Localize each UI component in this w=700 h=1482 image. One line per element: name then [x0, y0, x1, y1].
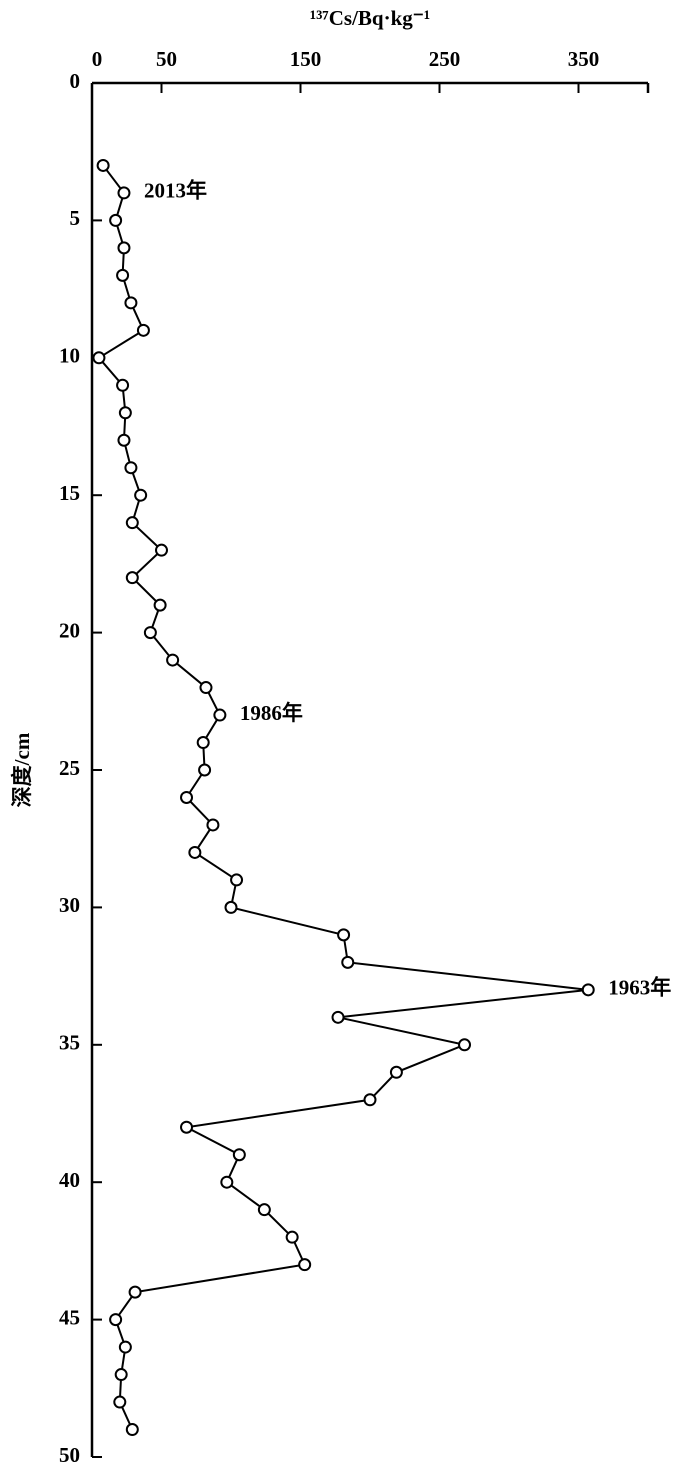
y-tick-label: 5	[70, 206, 81, 230]
data-point	[118, 1340, 132, 1354]
annotation: 1963年	[608, 976, 671, 1000]
data-point	[337, 928, 351, 942]
data-point	[230, 873, 244, 887]
data-point	[166, 653, 180, 667]
data-point	[136, 323, 150, 337]
y-tick-label: 40	[59, 1168, 80, 1192]
y-tick-label: 10	[59, 344, 80, 368]
y-tick-label: 50	[59, 1443, 80, 1467]
data-point	[341, 955, 355, 969]
x-tick-label: 50	[156, 47, 177, 71]
data-point	[117, 241, 131, 255]
data-point	[257, 1203, 271, 1217]
data-point	[285, 1230, 299, 1244]
annotation: 2013年	[144, 179, 207, 203]
data-point	[198, 763, 212, 777]
y-axis-label: 深度/cm	[10, 732, 34, 807]
y-tick-label: 25	[59, 756, 80, 780]
y-tick-label: 30	[59, 893, 80, 917]
data-point	[581, 983, 595, 997]
x-tick-label: 250	[429, 47, 461, 71]
data-point	[199, 681, 213, 695]
data-point	[118, 406, 132, 420]
data-point	[114, 1368, 128, 1382]
data-point	[363, 1093, 377, 1107]
profile-line	[97, 164, 589, 1430]
data-point	[389, 1065, 403, 1079]
y-tick-label: 0	[70, 69, 81, 93]
data-point	[92, 351, 106, 365]
data-point	[124, 296, 138, 310]
data-point	[125, 571, 139, 585]
data-point	[213, 708, 227, 722]
data-point	[224, 900, 238, 914]
data-point	[117, 433, 131, 447]
x-tick-label: 0	[92, 47, 103, 71]
data-point	[125, 516, 139, 530]
data-point	[113, 1395, 127, 1409]
data-point	[298, 1258, 312, 1272]
data-point	[116, 268, 130, 282]
x-tick-label: 150	[290, 47, 322, 71]
data-point	[232, 1148, 246, 1162]
y-tick-label: 15	[59, 481, 80, 505]
data-point	[116, 378, 130, 392]
annotation: 1986年	[240, 701, 303, 725]
y-tick-label: 45	[59, 1305, 80, 1329]
data-point	[180, 790, 194, 804]
data-point	[331, 1010, 345, 1024]
data-point	[124, 461, 138, 475]
data-point	[220, 1175, 234, 1189]
y-tick-label: 35	[59, 1031, 80, 1055]
data-point	[143, 626, 157, 640]
data-point	[458, 1038, 472, 1052]
data-point	[134, 488, 148, 502]
data-point	[153, 598, 167, 612]
data-point	[188, 845, 202, 859]
y-tick-label: 20	[59, 618, 80, 642]
data-point	[196, 736, 210, 750]
data-point	[117, 186, 131, 200]
data-point	[96, 158, 110, 172]
data-point	[155, 543, 168, 557]
x-axis-label: ¹³⁷Cs/Bq·kg⁻¹	[310, 6, 430, 30]
data-point	[180, 1120, 194, 1134]
data-point	[128, 1285, 142, 1299]
data-point	[109, 1313, 123, 1327]
data-point	[206, 818, 220, 832]
data-point	[125, 1423, 139, 1437]
x-tick-label: 350	[568, 47, 600, 71]
data-point	[109, 213, 123, 227]
